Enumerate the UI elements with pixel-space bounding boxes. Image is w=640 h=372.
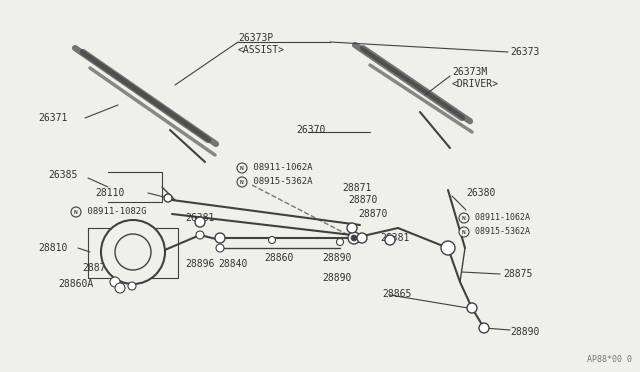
Circle shape <box>216 244 224 252</box>
Text: 28890: 28890 <box>322 273 351 283</box>
Text: N: N <box>240 166 244 170</box>
Text: 28890: 28890 <box>510 327 540 337</box>
Text: 08911-1062A: 08911-1062A <box>470 212 530 221</box>
Text: 28865: 28865 <box>382 289 412 299</box>
Text: 28860: 28860 <box>264 253 293 263</box>
Circle shape <box>115 234 151 270</box>
Text: N: N <box>240 180 244 185</box>
Text: 08915-5362A: 08915-5362A <box>470 227 530 235</box>
Circle shape <box>357 233 367 243</box>
Circle shape <box>385 235 395 245</box>
Text: 28875: 28875 <box>503 269 532 279</box>
Circle shape <box>459 213 469 223</box>
Circle shape <box>195 217 205 227</box>
Text: N: N <box>74 209 78 215</box>
Circle shape <box>459 227 469 237</box>
Circle shape <box>348 232 360 244</box>
Circle shape <box>164 194 172 202</box>
Text: 28840: 28840 <box>218 259 248 269</box>
Text: 26373: 26373 <box>510 47 540 57</box>
Circle shape <box>479 323 489 333</box>
Text: 26373P: 26373P <box>238 33 273 43</box>
Circle shape <box>237 177 247 187</box>
Circle shape <box>269 237 275 244</box>
Text: 28860A: 28860A <box>58 279 93 289</box>
Text: N: N <box>462 215 466 221</box>
Text: 28870: 28870 <box>348 195 378 205</box>
Circle shape <box>237 163 247 173</box>
Text: 26370: 26370 <box>296 125 325 135</box>
Circle shape <box>101 220 165 284</box>
Text: 26381: 26381 <box>380 233 410 243</box>
Circle shape <box>441 241 455 255</box>
Text: 26371: 26371 <box>38 113 67 123</box>
Circle shape <box>337 238 344 246</box>
Text: 08915-5362A: 08915-5362A <box>248 177 312 186</box>
Text: 26380: 26380 <box>466 188 495 198</box>
Text: AP88*00 0: AP88*00 0 <box>587 355 632 364</box>
Circle shape <box>71 207 81 217</box>
Circle shape <box>347 223 357 233</box>
Text: 28110: 28110 <box>95 188 124 198</box>
Text: <ASSIST>: <ASSIST> <box>238 45 285 55</box>
Text: 26381: 26381 <box>185 213 214 223</box>
Circle shape <box>110 277 120 287</box>
Text: 28810: 28810 <box>38 243 67 253</box>
Text: 28870: 28870 <box>358 209 387 219</box>
Circle shape <box>128 282 136 290</box>
Circle shape <box>467 303 477 313</box>
Text: 28896: 28896 <box>185 259 214 269</box>
Text: 08911-1082G: 08911-1082G <box>82 208 147 217</box>
Text: 28872: 28872 <box>82 263 111 273</box>
Text: 28890: 28890 <box>322 253 351 263</box>
Circle shape <box>215 233 225 243</box>
Circle shape <box>351 235 357 241</box>
Circle shape <box>115 283 125 293</box>
Text: N: N <box>462 230 466 234</box>
Text: 26385: 26385 <box>48 170 77 180</box>
Text: 08911-1062A: 08911-1062A <box>248 164 312 173</box>
Text: 26373M: 26373M <box>452 67 487 77</box>
Text: <DRIVER>: <DRIVER> <box>452 79 499 89</box>
Circle shape <box>196 231 204 239</box>
Text: 28871: 28871 <box>342 183 371 193</box>
